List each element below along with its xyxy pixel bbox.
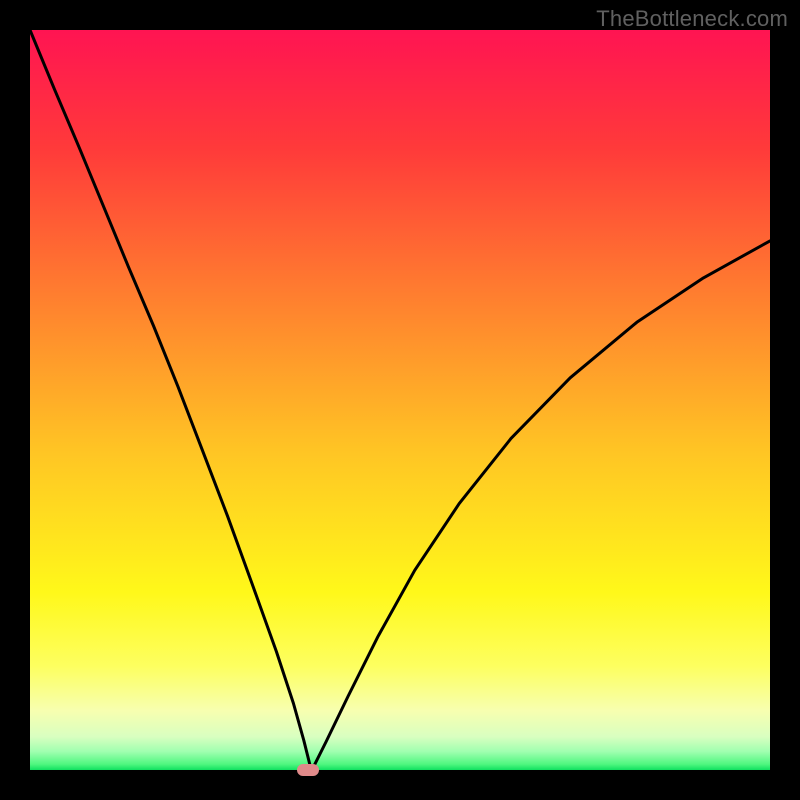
watermark-text: TheBottleneck.com bbox=[596, 6, 788, 32]
chart-frame: TheBottleneck.com bbox=[0, 0, 800, 800]
gradient-background bbox=[30, 30, 770, 770]
minimum-marker bbox=[297, 764, 319, 776]
